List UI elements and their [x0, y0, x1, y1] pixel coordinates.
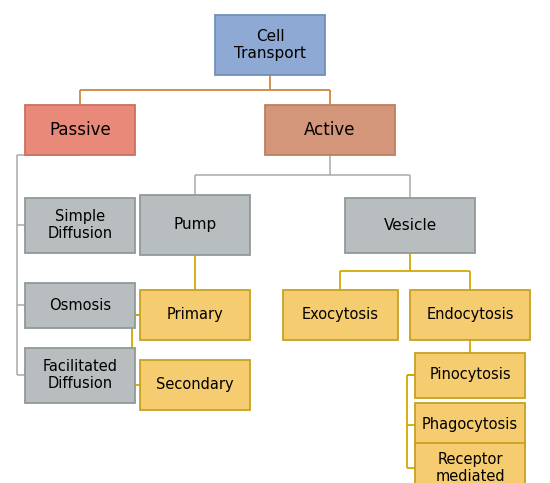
FancyBboxPatch shape: [215, 15, 325, 75]
Text: Facilitated
Diffusion: Facilitated Diffusion: [42, 359, 118, 391]
FancyBboxPatch shape: [140, 290, 250, 340]
FancyBboxPatch shape: [140, 360, 250, 410]
FancyBboxPatch shape: [415, 402, 525, 448]
FancyBboxPatch shape: [25, 105, 135, 155]
FancyBboxPatch shape: [25, 198, 135, 253]
Text: Osmosis: Osmosis: [49, 298, 111, 313]
Text: Primary: Primary: [167, 308, 223, 323]
Text: Receptor
mediated: Receptor mediated: [435, 452, 505, 483]
FancyBboxPatch shape: [25, 347, 135, 402]
Text: Endocytosis: Endocytosis: [426, 308, 514, 323]
Text: Passive: Passive: [49, 121, 111, 139]
Text: Simple
Diffusion: Simple Diffusion: [47, 209, 113, 241]
FancyBboxPatch shape: [415, 443, 525, 483]
Text: Exocytosis: Exocytosis: [301, 308, 378, 323]
FancyBboxPatch shape: [140, 195, 250, 255]
FancyBboxPatch shape: [25, 283, 135, 327]
Text: Pump: Pump: [173, 217, 217, 232]
FancyBboxPatch shape: [345, 198, 475, 253]
Text: Vesicle: Vesicle: [383, 217, 437, 232]
FancyBboxPatch shape: [283, 290, 398, 340]
FancyBboxPatch shape: [410, 290, 530, 340]
Text: Cell
Transport: Cell Transport: [234, 29, 306, 61]
Text: Secondary: Secondary: [156, 378, 234, 393]
FancyBboxPatch shape: [415, 353, 525, 398]
FancyBboxPatch shape: [265, 105, 395, 155]
Text: Phagocytosis: Phagocytosis: [422, 417, 518, 432]
Text: Active: Active: [304, 121, 356, 139]
Text: Pinocytosis: Pinocytosis: [429, 368, 511, 383]
